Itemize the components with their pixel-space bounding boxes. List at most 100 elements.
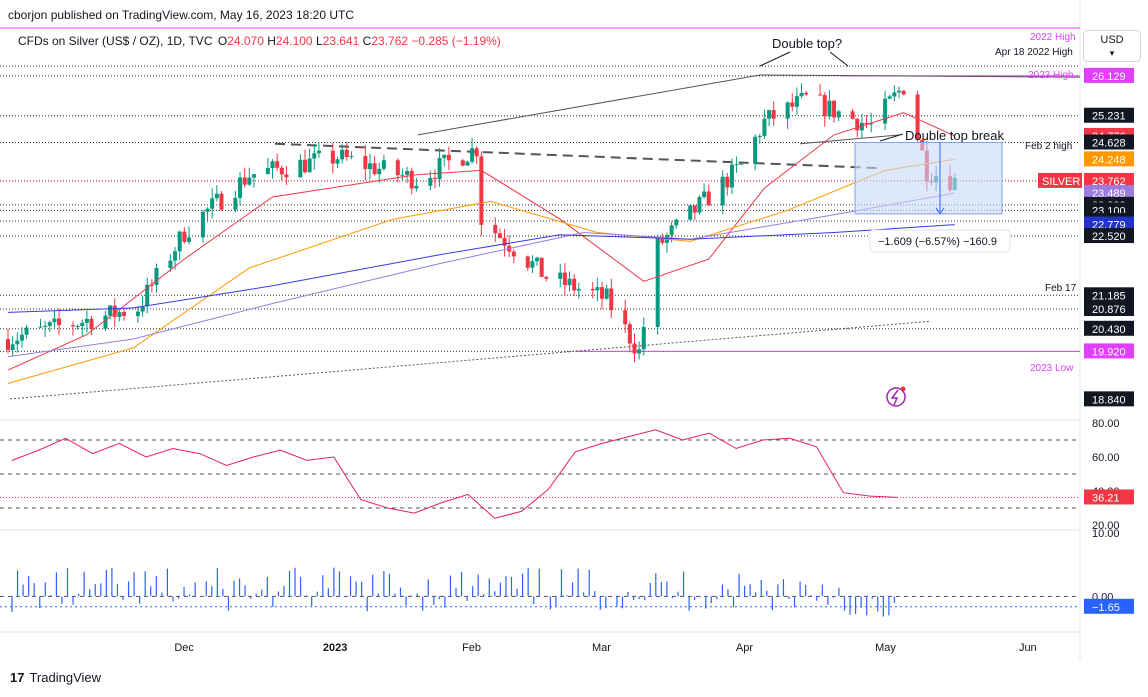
price-axis-value: 23.762	[1092, 176, 1126, 188]
candle-body	[122, 312, 127, 317]
close-value: 23.762	[371, 34, 409, 48]
candle-body	[377, 168, 382, 175]
candle-body	[135, 311, 140, 317]
candle-body	[335, 159, 340, 164]
series-name-tag	[1038, 172, 1082, 188]
candle-body	[720, 176, 725, 206]
candle-body	[822, 95, 827, 117]
high-2022-label: 2022 High	[1030, 32, 1076, 43]
candle-body	[600, 287, 605, 299]
candle-body	[238, 177, 243, 198]
lightning-icon-bolt	[890, 389, 899, 406]
candle-body	[637, 349, 642, 354]
price-axis-value: 24.248	[1092, 154, 1126, 166]
candle-body	[219, 193, 224, 210]
currency-button[interactable]: USD ▾	[1083, 30, 1141, 62]
candle-body	[210, 198, 215, 209]
candle-body	[103, 315, 108, 329]
candle-body	[859, 122, 864, 131]
candle-body	[669, 225, 674, 235]
price-axis-value: 24.628	[1092, 138, 1126, 150]
candle-body	[609, 288, 614, 311]
lightning-icon-circle	[886, 387, 906, 407]
candle-body	[265, 168, 270, 175]
price-axis-tag	[1084, 391, 1134, 407]
candle-body	[43, 326, 48, 328]
candle-body	[706, 191, 711, 206]
candle-body	[827, 100, 832, 117]
candle-body	[901, 90, 906, 95]
measure-label-box	[869, 229, 1011, 253]
candle-body	[279, 167, 284, 175]
rsi-last-value: 36.21	[1092, 492, 1120, 504]
candle-body	[641, 326, 646, 350]
candle-body	[790, 102, 795, 107]
candle-body	[19, 334, 24, 341]
candle-body	[697, 197, 702, 213]
time-axis-label: 2023	[323, 642, 347, 654]
ma-slowest-line	[7, 224, 955, 313]
tradingview-logo[interactable]: 17 TradingView	[10, 670, 101, 685]
close-label: C	[362, 34, 372, 48]
candle-body	[544, 276, 549, 279]
double-top-break-label: Double top break	[905, 128, 1005, 143]
publisher-line: cborjon published on TradingView.com, Ma…	[8, 8, 354, 22]
time-axis-label: Dec	[174, 642, 194, 654]
high-2022-date-label: Apr 18 2022 High	[995, 47, 1073, 58]
candle-body	[757, 135, 762, 137]
candle-body	[52, 318, 57, 323]
time-axis-label: Apr	[736, 642, 753, 654]
candle-body	[818, 94, 823, 96]
candle-body	[149, 284, 154, 286]
candle-body	[864, 122, 869, 124]
candle-body	[200, 211, 205, 238]
candle-body	[734, 164, 739, 166]
feb2-high-label: Feb 2 high	[1025, 141, 1072, 152]
candle-body	[753, 136, 758, 164]
series-name-label: SILVER	[1042, 176, 1080, 188]
price-axis-tag	[1084, 134, 1134, 150]
candle-body	[558, 272, 563, 279]
candle-body	[525, 256, 530, 268]
time-axis-label: May	[875, 642, 896, 654]
time-axis-label: Feb	[462, 642, 481, 654]
candle-body	[10, 344, 15, 351]
measure-arrowhead	[935, 207, 945, 215]
rsi-last-tag	[1084, 489, 1134, 505]
lightning-icon-dot	[900, 386, 906, 392]
lightning-icon	[886, 386, 906, 407]
candle-body	[562, 272, 567, 286]
candle-body	[405, 170, 410, 175]
candle-body	[623, 310, 628, 325]
double-top-arrow-right	[829, 51, 849, 67]
candle-body	[154, 268, 159, 285]
candle-body	[511, 251, 516, 257]
candle-body	[502, 237, 507, 246]
candle-body	[702, 191, 707, 198]
candle-body	[428, 177, 433, 186]
candle-body	[84, 318, 89, 323]
price-axis-tag	[1084, 228, 1134, 244]
logo-mark: 17	[10, 670, 25, 685]
candle-body	[799, 92, 804, 97]
measure-box	[854, 142, 1003, 215]
candle-body	[497, 233, 502, 238]
price-axis-tag	[1084, 320, 1134, 336]
trend-line-top	[417, 74, 761, 136]
neckline	[274, 142, 881, 170]
candle-body	[312, 153, 317, 159]
candle-body	[367, 163, 372, 170]
momentum-tick-label: 10.00	[1092, 528, 1120, 540]
candle-body	[739, 163, 744, 165]
candle-body	[47, 322, 52, 327]
price-axis-tag	[1084, 67, 1134, 83]
candle-body	[530, 261, 535, 268]
candle-body	[395, 160, 400, 176]
candle-body	[576, 288, 581, 291]
symbol-header: CFDs on Silver (US$ / OZ), 1D, TVC O24.0…	[18, 34, 501, 48]
candle-body	[832, 100, 837, 118]
candle-body	[400, 174, 405, 176]
candle-body	[112, 305, 117, 317]
candle-body	[892, 92, 897, 97]
